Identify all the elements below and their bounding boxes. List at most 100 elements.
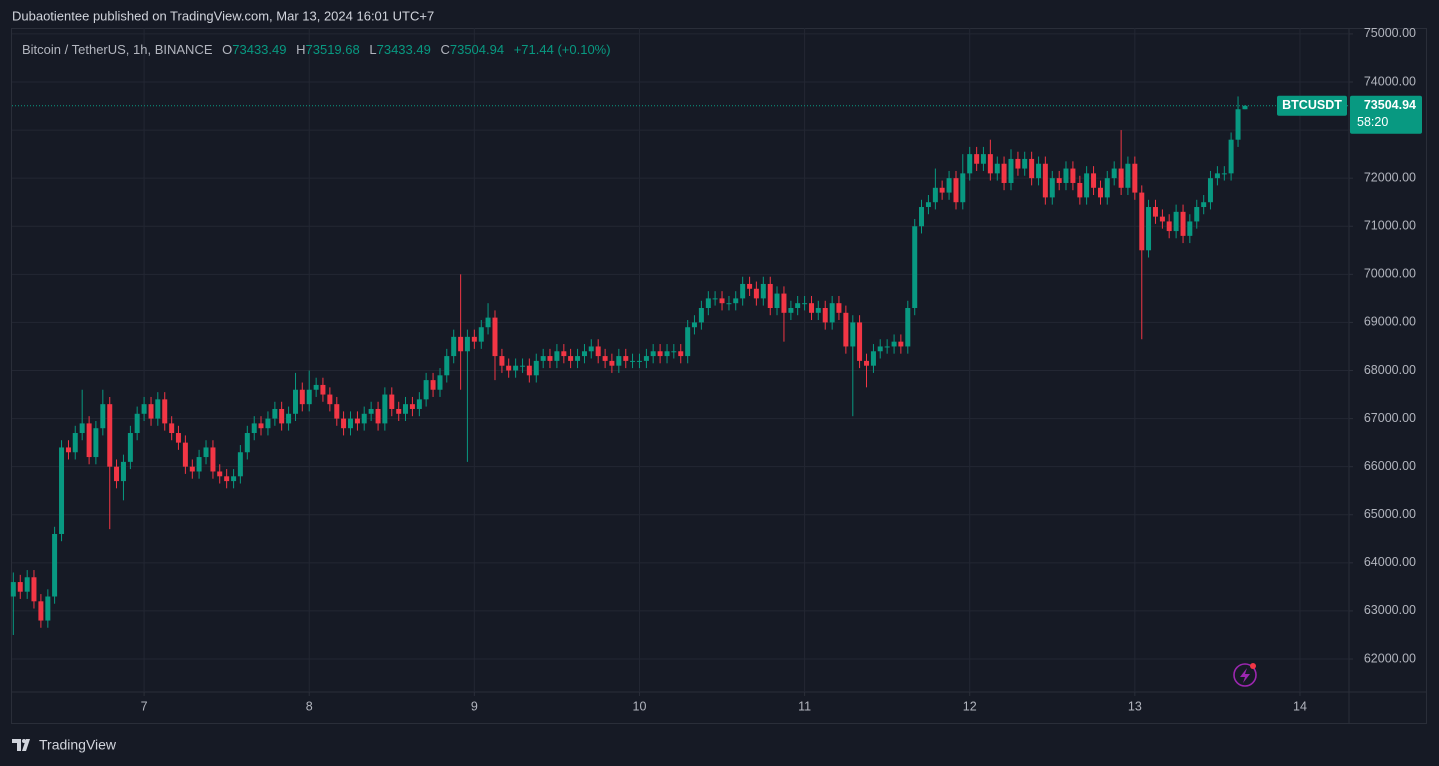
candle-body	[437, 375, 443, 390]
candle-body	[1221, 173, 1227, 175]
candle-body	[581, 351, 587, 357]
candle-body	[224, 476, 230, 482]
candle-body	[169, 423, 175, 434]
candle-body	[877, 346, 883, 352]
candle-body	[1042, 163, 1048, 198]
candle-body	[24, 577, 30, 592]
candle-body	[561, 351, 567, 357]
candle-body	[925, 202, 931, 208]
legend-open: 73433.49	[232, 42, 286, 57]
candle-body	[740, 283, 746, 299]
candle-body	[251, 423, 257, 434]
pane-frame	[11, 28, 1427, 724]
countdown-label: 58:20	[1357, 115, 1388, 129]
candle-body	[258, 423, 264, 429]
candle-body	[1235, 109, 1241, 140]
x-tick-label: 12	[963, 699, 977, 713]
candle-body	[265, 418, 271, 429]
candle-body	[1214, 173, 1220, 179]
y-tick-label: 72000.00	[1364, 170, 1416, 184]
candle-body	[705, 298, 711, 308]
candle-body	[1063, 168, 1069, 183]
candle-body	[912, 226, 918, 308]
candle-body	[1180, 211, 1186, 236]
candle-body	[1111, 168, 1117, 179]
candle-body	[1077, 182, 1083, 198]
candle-body	[616, 356, 622, 366]
candle-body	[1036, 163, 1042, 179]
candle-body	[747, 283, 753, 289]
y-tick-label: 68000.00	[1364, 363, 1416, 377]
candle-body	[802, 303, 808, 305]
logo-dot	[22, 739, 26, 743]
y-tick-label: 75000.00	[1364, 26, 1416, 40]
candle-body	[643, 356, 649, 361]
candle-body	[974, 154, 980, 164]
candle-body	[671, 351, 677, 353]
candle-body	[1084, 173, 1090, 198]
candle-body	[217, 471, 223, 477]
candle-body	[1118, 168, 1124, 188]
candle-body	[38, 601, 44, 621]
candle-body	[829, 303, 835, 323]
alert-circle	[1233, 663, 1257, 687]
brand-name: TradingView	[39, 737, 117, 753]
candle-body	[685, 327, 691, 357]
candle-body	[79, 423, 85, 434]
legend-o: O	[222, 42, 232, 57]
candle-body	[231, 476, 237, 482]
candle-body	[1022, 158, 1028, 169]
alert-bolt	[1240, 668, 1250, 683]
legend-l: L	[369, 42, 376, 57]
candle-body	[1015, 158, 1021, 169]
candle-body	[361, 413, 367, 424]
candle-body	[451, 336, 457, 357]
candle-body	[1125, 163, 1131, 188]
candle-body	[416, 399, 422, 409]
candle-body	[341, 418, 347, 429]
candle-body	[932, 187, 938, 203]
candle-body	[45, 596, 51, 621]
candle-body	[1242, 105, 1248, 110]
candle-body	[1132, 163, 1138, 193]
publisher: Dubaotientee published on TradingView.co…	[12, 8, 434, 23]
y-tick-label: 74000.00	[1364, 74, 1416, 88]
candle-body	[107, 404, 113, 467]
y-tick-label: 70000.00	[1364, 267, 1416, 281]
candle-body	[444, 356, 450, 376]
candle-body	[595, 346, 601, 357]
candle-body	[547, 356, 553, 361]
candle-body	[795, 303, 801, 308]
candle-body	[141, 404, 147, 414]
candle-body	[120, 461, 126, 482]
candle-body	[464, 336, 470, 352]
candle-body	[636, 360, 642, 362]
candle-body	[114, 466, 120, 482]
candle-body	[10, 582, 16, 597]
x-tick-label: 8	[306, 699, 313, 713]
candle-body	[506, 365, 512, 371]
candle-body	[17, 582, 23, 592]
alert-icon[interactable]	[1233, 663, 1257, 687]
candle-body	[100, 404, 106, 429]
candle-body	[313, 384, 319, 390]
candle-body	[196, 457, 202, 472]
candle-body	[884, 346, 890, 348]
candle-body	[72, 433, 78, 453]
candle-body	[148, 404, 154, 419]
candle-body	[864, 360, 870, 366]
candle-body	[155, 399, 161, 419]
candle-body	[382, 394, 388, 424]
legend-low: 73433.49	[377, 42, 431, 57]
candle-body	[698, 307, 704, 323]
candles	[10, 96, 1349, 635]
y-tick-label: 64000.00	[1364, 555, 1416, 569]
candle-body	[712, 298, 718, 300]
candle-body	[203, 447, 209, 458]
candle-body	[127, 433, 133, 462]
x-tick-label: 13	[1128, 699, 1142, 713]
x-tick-label: 7	[141, 699, 148, 713]
candle-body	[1070, 168, 1076, 183]
candle-body	[857, 322, 863, 361]
candle-body	[1139, 192, 1145, 251]
